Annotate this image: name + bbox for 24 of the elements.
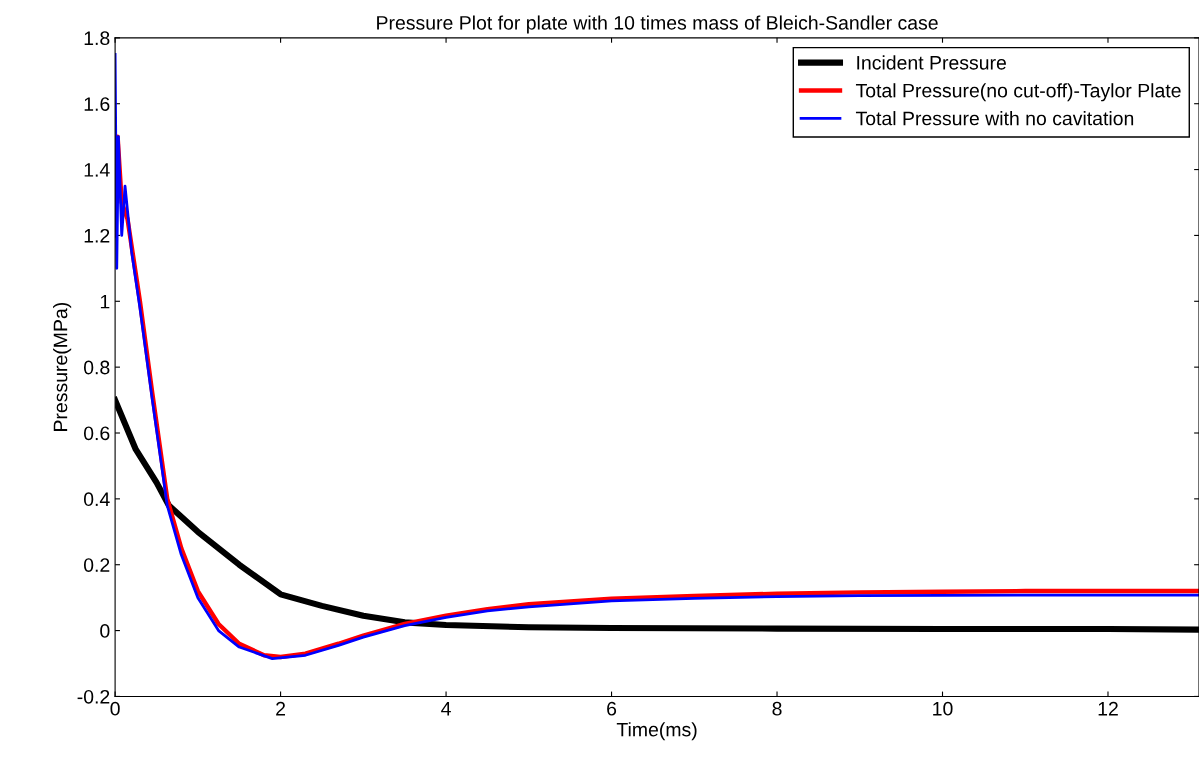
y-tick-label: 1 (100, 294, 110, 309)
y-tick-label: 1.2 (84, 228, 110, 243)
x-axis-title: Time(ms) (616, 722, 697, 741)
x-tick-label: 12 (1098, 701, 1118, 716)
y-tick-label: 0.6 (83, 426, 110, 441)
y-tick-label: -0.2 (77, 689, 110, 704)
y-tick-label: 0.2 (83, 558, 110, 572)
legend-label: Total Pressure with no cavitation (855, 111, 1134, 126)
y-tick-label: 0.4 (83, 492, 110, 507)
y-axis-title: Pressure(MPa) (53, 302, 72, 431)
x-tick-label: 4 (441, 702, 451, 716)
x-tick-label: 10 (933, 701, 953, 716)
legend-label: Total Pressure(no cut-off)-Taylor Plate (855, 83, 1181, 102)
legend-label: Incident Pressure (857, 55, 1006, 70)
y-tick-label: 1.6 (84, 97, 110, 111)
chart-title: Pressure Plot for plate with 10 times mass of Bleich-Sandler case (377, 15, 938, 34)
x-tick-label: 6 (607, 701, 617, 716)
y-tick-label: 0.8 (83, 360, 110, 375)
y-tick-label: 1.4 (84, 163, 110, 177)
x-tick-label: 8 (772, 701, 782, 716)
x-tick-label: 2 (276, 701, 286, 716)
x-tick-label: 0 (110, 701, 120, 716)
y-tick-label: 1.8 (84, 31, 110, 46)
y-tick-label: 0 (100, 624, 110, 638)
